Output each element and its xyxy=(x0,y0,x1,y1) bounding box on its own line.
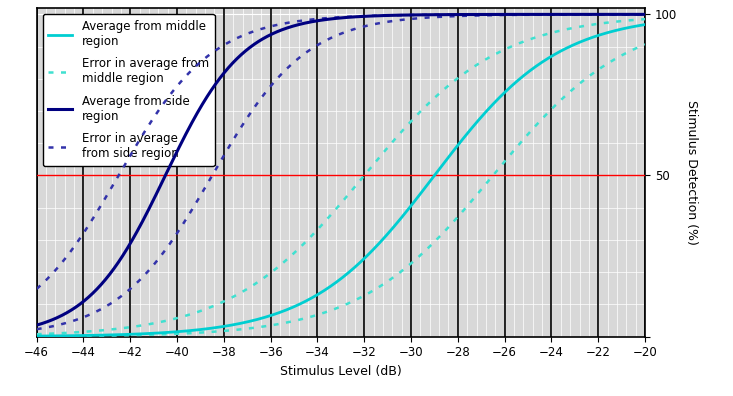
Y-axis label: Stimulus Detection (%): Stimulus Detection (%) xyxy=(685,100,698,245)
Legend: Average from middle
region, Error in average from
middle region, Average from si: Average from middle region, Error in ave… xyxy=(43,14,215,166)
X-axis label: Stimulus Level (dB): Stimulus Level (dB) xyxy=(280,365,402,378)
